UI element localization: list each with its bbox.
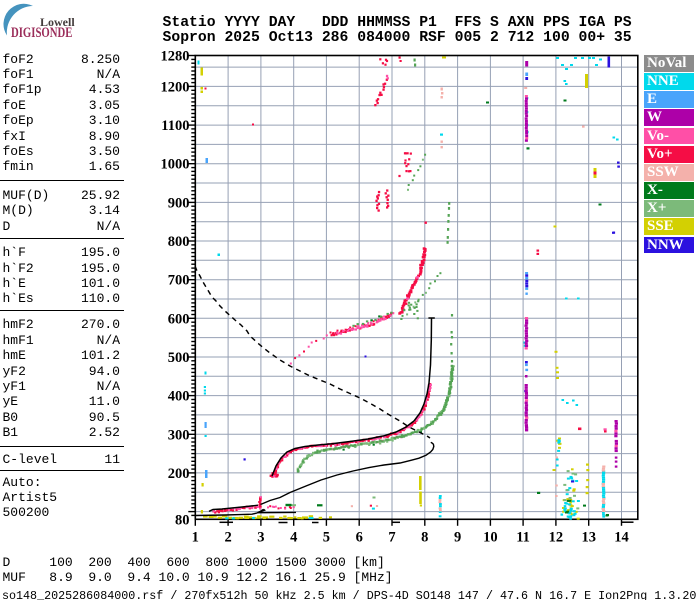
- svg-text:2: 2: [224, 530, 231, 546]
- svg-text:1280: 1280: [161, 49, 190, 65]
- svg-text:4: 4: [290, 530, 297, 546]
- svg-text:7: 7: [388, 530, 395, 546]
- svg-text:5: 5: [323, 530, 330, 546]
- svg-text:1100: 1100: [161, 118, 189, 134]
- svg-text:900: 900: [168, 195, 190, 211]
- svg-text:500: 500: [168, 350, 190, 366]
- svg-text:6: 6: [356, 530, 363, 546]
- svg-text:3: 3: [257, 530, 264, 546]
- svg-text:600: 600: [168, 311, 190, 327]
- svg-text:700: 700: [168, 273, 190, 289]
- svg-text:11: 11: [516, 530, 530, 546]
- svg-text:8: 8: [421, 530, 428, 546]
- svg-text:13: 13: [581, 530, 596, 546]
- svg-text:10: 10: [483, 530, 498, 546]
- svg-text:400: 400: [168, 389, 190, 405]
- svg-text:200: 200: [168, 466, 190, 482]
- svg-text:300: 300: [168, 427, 190, 443]
- svg-text:14: 14: [614, 530, 629, 546]
- svg-text:1200: 1200: [161, 79, 190, 95]
- svg-text:12: 12: [549, 530, 564, 546]
- svg-text:1000: 1000: [161, 157, 190, 173]
- svg-text:1: 1: [192, 530, 199, 546]
- svg-text:80: 80: [175, 512, 190, 528]
- svg-text:800: 800: [168, 234, 190, 250]
- svg-text:9: 9: [454, 530, 461, 546]
